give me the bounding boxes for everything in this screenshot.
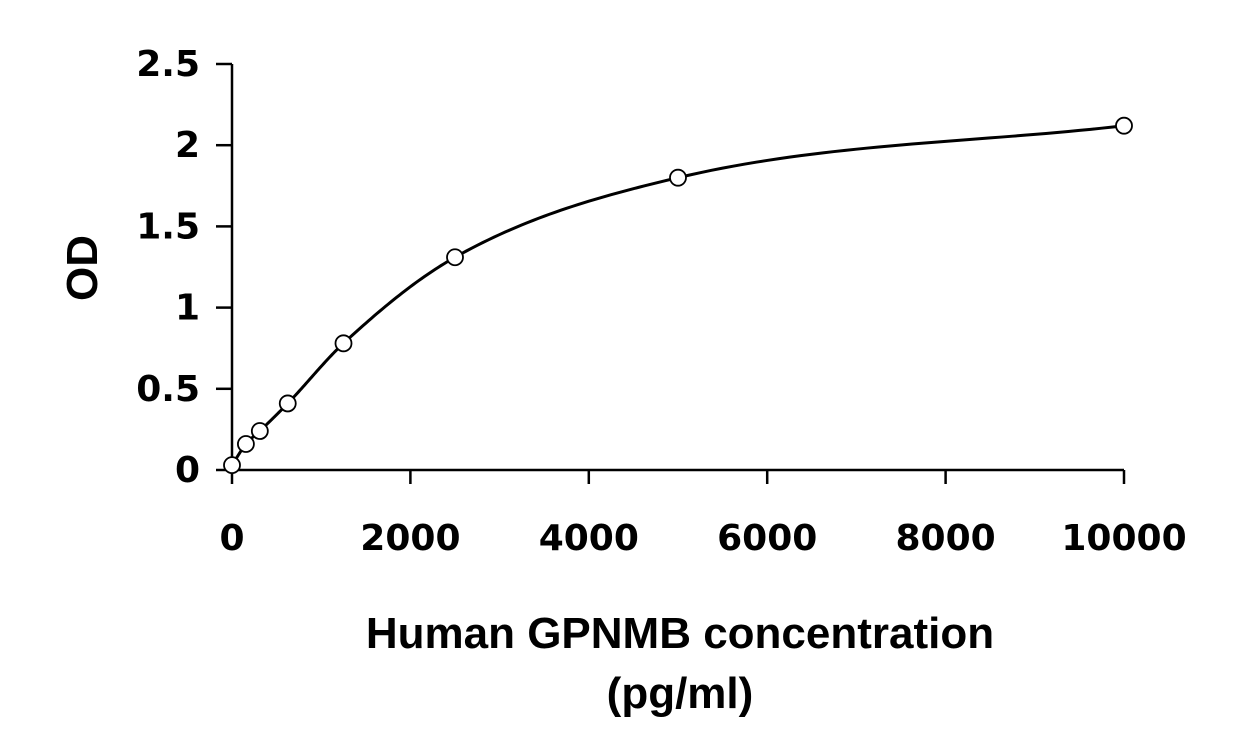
- x-tick-label: 10000: [1061, 518, 1186, 559]
- data-point: [237, 435, 255, 453]
- data-point: [334, 334, 353, 353]
- x-tick-label: 8000: [895, 518, 995, 559]
- data-point: [669, 168, 687, 187]
- data-points-layer: [223, 116, 1133, 475]
- y-tick-label: 2: [175, 125, 200, 166]
- data-point: [1115, 116, 1133, 135]
- x-tick-label: 0: [219, 518, 244, 559]
- data-point: [223, 456, 241, 475]
- axes: 0 0.5 1 1.5 2 2.5 0 2000 4000 6000 8000 10000: [136, 44, 1186, 559]
- data-point: [446, 248, 464, 267]
- data-point: [278, 394, 297, 413]
- y-tick-label: 0: [175, 450, 200, 491]
- y-tick-marks: 0 0.5 1 1.5 2 2.5: [136, 44, 232, 491]
- x-tick-label: 6000: [717, 518, 817, 559]
- y-axis-label: OD: [58, 235, 107, 301]
- y-tick-label: 0.5: [136, 369, 200, 410]
- data-point: [250, 422, 269, 440]
- y-tick-label: 1.5: [136, 206, 200, 247]
- x-tick-marks: 0 2000 4000 6000 8000 10000: [219, 470, 1187, 559]
- y-tick-label: 2.5: [136, 44, 200, 85]
- x-axis-unit-label: (pg/ml): [607, 669, 754, 718]
- y-tick-label: 1: [175, 288, 200, 329]
- x-tick-label: 2000: [360, 518, 460, 559]
- x-tick-label: 4000: [539, 518, 639, 559]
- x-axis-label: Human GPNMB concentration: [366, 609, 994, 658]
